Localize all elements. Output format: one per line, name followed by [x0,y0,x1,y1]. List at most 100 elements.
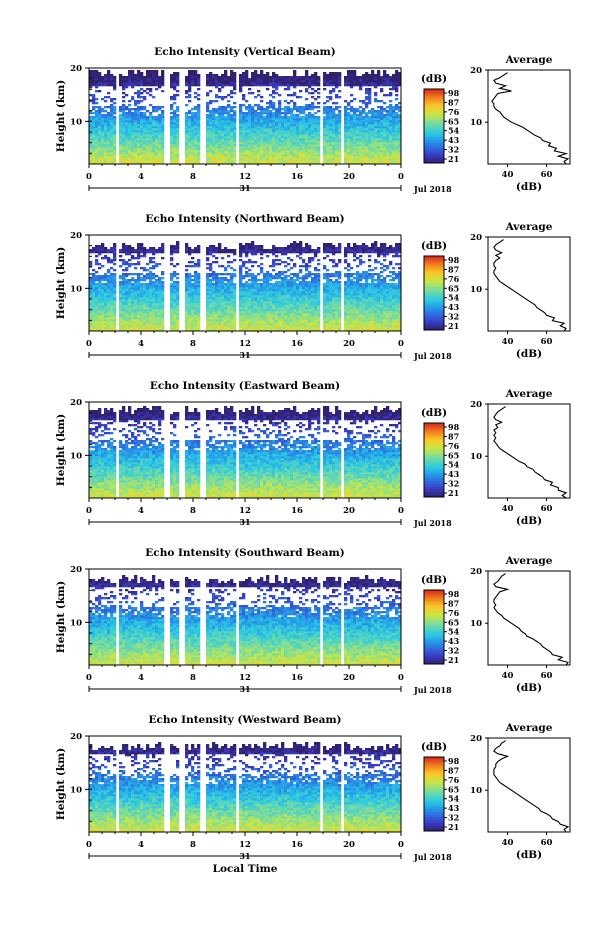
heatmap-cell [209,245,212,247]
heatmap-cell [125,305,128,307]
heatmap-cell [155,122,158,124]
heatmap-cell [323,74,326,76]
heatmap-cell [353,76,356,78]
heatmap-cell [170,106,173,108]
heatmap-cell [161,90,164,92]
heatmap-cell [128,291,131,293]
heatmap-cell [362,154,365,156]
heatmap-cell [263,148,266,150]
heatmap-cell [245,132,248,134]
heatmap-cell [302,130,305,132]
heatmap-cell [92,150,95,152]
heatmap-cell [296,130,299,132]
heatmap-cell [215,295,218,297]
heatmap-cell [98,277,101,279]
heatmap-cell [230,311,233,313]
heatmap-cell [269,144,272,146]
heatmap-cell [155,327,158,329]
heatmap-cell [110,315,113,317]
heatmap-cell [368,120,371,122]
heatmap-cell [209,72,212,74]
heatmap-cell [224,301,227,303]
heatmap-cell [173,124,176,126]
heatmap-cell [215,273,218,275]
heatmap-cell [131,72,134,74]
heatmap-cell [293,122,296,124]
heatmap-cell [161,130,164,132]
heatmap-cell [107,323,110,325]
heatmap-cell [251,78,254,80]
heatmap-cell [146,154,149,156]
heatmap-cell [305,104,308,106]
heatmap-cell [251,84,254,86]
heatmap-cell [383,156,386,158]
heatmap-cell [212,271,215,273]
heatmap-cell [242,138,245,140]
heatmap-cell [308,116,311,118]
heatmap-cell [155,110,158,112]
heatmap-cell [137,122,140,124]
heatmap-cell [368,100,371,102]
heatmap-cell [272,104,275,106]
heatmap-cell [209,319,212,321]
heatmap-cell [212,301,215,303]
heatmap-cell [350,114,353,116]
heatmap-cell [272,126,275,128]
heatmap-cell [383,120,386,122]
heatmap-cell [152,70,155,72]
heatmap-cell [242,132,245,134]
heatmap-cell [353,128,356,130]
heatmap-cell [170,325,173,327]
heatmap-cell [329,140,332,142]
heatmap-cell [335,146,338,148]
heatmap-cell [110,112,113,114]
heatmap-cell [137,323,140,325]
heatmap-cell [140,88,143,90]
heatmap-cell [350,80,353,82]
heatmap-cell [176,134,179,136]
heatmap-cell [287,138,290,140]
heatmap-cell [359,106,362,108]
heatmap-cell [260,72,263,74]
heatmap-cell [161,277,164,279]
heatmap-cell [332,142,335,144]
heatmap-cell [362,120,365,122]
heatmap-cell [101,126,104,128]
heatmap-cell [305,152,308,154]
heatmap-cell [290,130,293,132]
heatmap-cell [128,299,131,301]
heatmap-cell [140,277,143,279]
heatmap-cell [251,72,254,74]
heatmap-cell [239,136,242,138]
heatmap-cell [329,72,332,74]
heatmap-cell [137,158,140,160]
heatmap-cell [158,124,161,126]
heatmap-cell [113,259,116,261]
heatmap-cell [113,132,116,134]
heatmap-cell [299,138,302,140]
heatmap-cell [221,307,224,309]
heatmap-cell [119,82,122,84]
heatmap-cell [131,78,134,80]
heatmap-cell [380,160,383,162]
heatmap-cell [161,303,164,305]
heatmap-cell [278,106,281,108]
heatmap-cell [296,160,299,162]
heatmap-cell [170,154,173,156]
heatmap-cell [137,136,140,138]
heatmap-cell [197,118,200,120]
heatmap-cell [122,327,125,329]
heatmap-cell [197,287,200,289]
heatmap-cell [191,80,194,82]
heatmap-cell [107,269,110,271]
heatmap-cell [332,138,335,140]
heatmap-cell [149,148,152,150]
heatmap-cell [206,279,209,281]
heatmap-cell [206,80,209,82]
heatmap-cell [188,160,191,162]
heatmap-cell [248,140,251,142]
heatmap-cell [266,72,269,74]
heatmap-cell [161,156,164,158]
heatmap-cell [395,104,398,106]
heatmap-cell [119,150,122,152]
